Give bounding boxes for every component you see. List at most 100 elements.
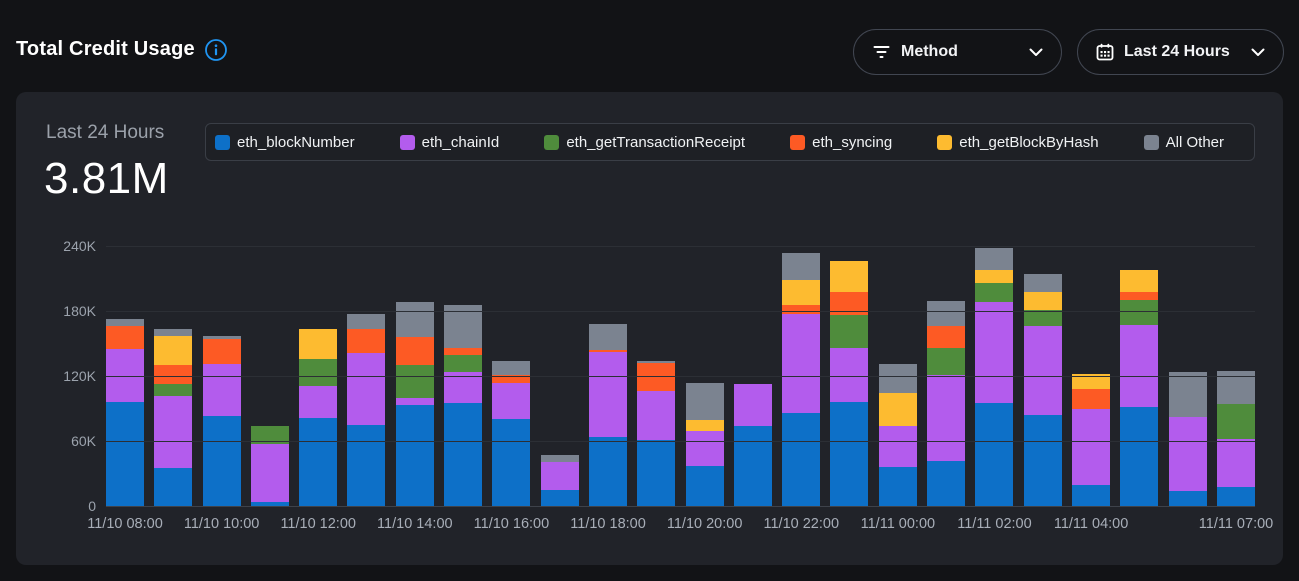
bar-segment [637, 360, 676, 364]
legend-item[interactable]: eth_chainId [399, 133, 500, 151]
bar-stack[interactable] [878, 246, 917, 506]
bar-segment [1071, 373, 1110, 390]
bar-segment [878, 425, 917, 467]
bar-segment [782, 279, 821, 305]
gridline [106, 441, 1255, 442]
bar-segment [154, 383, 193, 396]
bar-segment [878, 467, 917, 506]
legend-item[interactable]: eth_syncing [790, 134, 892, 151]
bar-stack[interactable] [106, 246, 144, 506]
legend-item[interactable]: All Other [1143, 133, 1224, 151]
chevron-down-icon [1029, 48, 1043, 57]
bar-segment [299, 329, 338, 359]
bar-segment [733, 383, 772, 426]
total-value: 3.81M [44, 154, 169, 203]
bar-segment [733, 425, 772, 506]
bar-segment [1071, 485, 1110, 506]
legend-swatch [790, 134, 806, 150]
method-filter-button[interactable]: Method [853, 29, 1062, 75]
bar-stack[interactable] [299, 246, 338, 506]
bar-segment [154, 335, 193, 366]
bar-segment [250, 425, 289, 445]
bar-stack[interactable] [1023, 246, 1062, 506]
chart-legend: eth_blockNumber eth_chainId eth_getTransac… [205, 123, 1255, 161]
bar-segment [395, 337, 434, 366]
chart-plot [106, 246, 1255, 507]
bar-stack[interactable] [830, 246, 869, 506]
bar-segment [1023, 291, 1062, 310]
bar-stack[interactable] [540, 246, 579, 506]
legend-swatch [1143, 134, 1159, 150]
bar-segment [444, 347, 483, 356]
bar-stack[interactable] [202, 246, 241, 506]
bar-segment [975, 269, 1014, 283]
x-axis-label: 11/11 04:00 [1053, 516, 1129, 532]
bar-segment [588, 352, 627, 437]
bar-segment [395, 302, 434, 338]
bar-container [106, 246, 1255, 506]
legend-label: eth_chainId [421, 133, 500, 151]
bar-segment [830, 291, 869, 316]
x-axis-label: 11/11 02:00 [957, 516, 1032, 532]
bar-segment [1168, 417, 1207, 491]
bar-segment [250, 444, 289, 502]
bar-segment [1023, 274, 1062, 292]
legend-label: All Other [1165, 133, 1224, 151]
header: Total Credit Usage Method [0, 0, 1299, 92]
gridline [106, 246, 1255, 247]
bar-stack[interactable] [733, 246, 772, 506]
bar-stack[interactable] [347, 246, 386, 506]
bar-stack[interactable] [782, 246, 821, 506]
bar-segment [1120, 325, 1159, 408]
bar-stack[interactable] [685, 246, 724, 506]
bar-segment [1216, 486, 1255, 506]
x-axis-label: 11/10 22:00 [763, 516, 840, 532]
bar-segment [878, 393, 917, 426]
time-range-button[interactable]: Last 24 Hours [1077, 29, 1284, 75]
bar-stack[interactable] [927, 246, 966, 506]
bar-segment [1216, 438, 1255, 487]
y-axis-label: 180K [63, 303, 96, 319]
bar-segment [1120, 300, 1159, 326]
bar-segment [492, 374, 531, 383]
legend-label: eth_getTransactionReceipt [566, 133, 746, 151]
x-axis-label: 11/11 07:00 [1198, 516, 1274, 532]
bar-segment [1168, 371, 1207, 418]
legend-item[interactable]: eth_getTransactionReceipt [544, 134, 745, 151]
bar-stack[interactable] [637, 246, 676, 506]
bar-segment [202, 364, 241, 417]
bar-segment [685, 465, 724, 506]
time-range-label: Last 24 Hours [1124, 43, 1230, 60]
bar-stack[interactable] [1168, 246, 1207, 506]
bar-stack[interactable] [1120, 246, 1159, 506]
filter-icon [872, 44, 891, 60]
bar-segment [106, 348, 144, 402]
bar-segment [830, 315, 869, 348]
bar-stack[interactable] [975, 246, 1014, 506]
legend-label: eth_blockNumber [237, 133, 355, 151]
bar-segment [637, 439, 676, 506]
y-axis-label: 240K [63, 238, 96, 254]
bar-segment [540, 489, 579, 506]
bar-segment [782, 412, 821, 506]
bar-stack[interactable] [492, 246, 531, 506]
x-axis-label: 11/10 10:00 [183, 516, 260, 532]
bar-stack[interactable] [1071, 246, 1110, 506]
bar-stack[interactable] [154, 246, 193, 506]
bar-stack[interactable] [588, 246, 627, 506]
bar-segment [395, 405, 434, 506]
info-icon[interactable] [204, 38, 227, 61]
bar-stack[interactable] [1216, 246, 1255, 506]
y-axis-label: 60K [71, 433, 96, 449]
legend-item[interactable]: eth_blockNumber [215, 134, 355, 151]
bar-stack[interactable] [250, 246, 289, 506]
bar-segment [202, 335, 241, 340]
bar-segment [1216, 404, 1255, 439]
legend-label: eth_syncing [812, 133, 893, 151]
bar-segment [685, 431, 724, 466]
bar-segment [927, 460, 966, 506]
bar-stack[interactable] [395, 246, 434, 506]
legend-item[interactable]: eth_getBlockByHash [937, 134, 1099, 151]
bar-segment [154, 468, 193, 506]
